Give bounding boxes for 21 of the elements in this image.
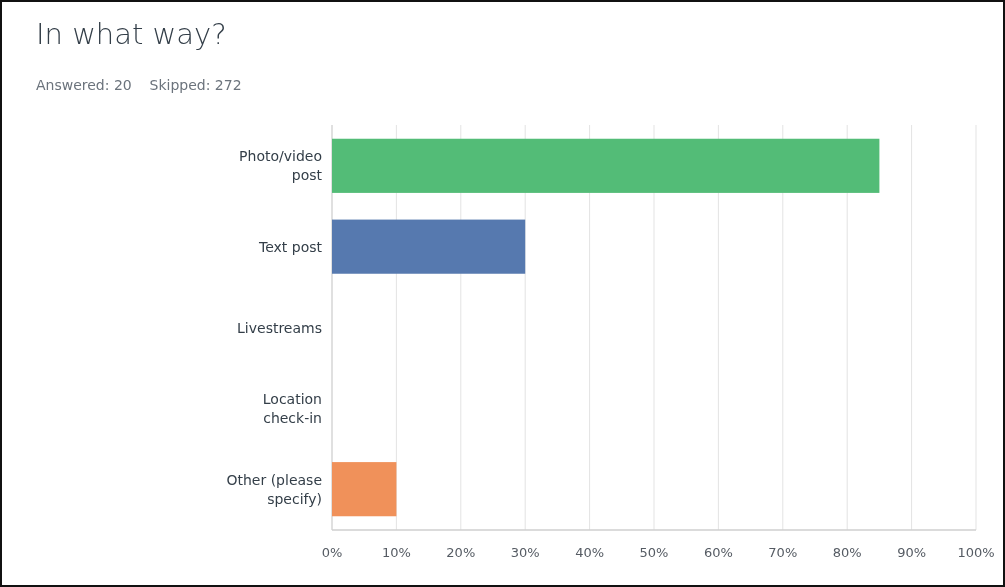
x-tick-label: 80% — [832, 545, 862, 560]
y-tick-label: Location check-in — [262, 390, 322, 426]
x-tick-label: 0% — [321, 545, 343, 560]
chart-title: In what way? — [36, 17, 227, 51]
x-tick-label: 50% — [639, 545, 669, 560]
y-tick-label: Text post — [258, 238, 323, 255]
y-tick-label: Other (please specify) — [226, 471, 322, 507]
x-tick-label: 10% — [381, 545, 411, 560]
y-tick-label: Photo/video post — [239, 148, 323, 184]
x-tick-label: 30% — [510, 545, 540, 560]
text: Answered: 20 Skipped: 272 — [36, 77, 242, 93]
x-tick-label: 40% — [575, 545, 605, 560]
x-tick-label: 90% — [897, 545, 927, 560]
bar — [332, 219, 526, 274]
x-tick-label: 20% — [446, 545, 476, 560]
x-tick-label: 70% — [768, 545, 798, 560]
bar — [332, 462, 397, 517]
bar — [332, 138, 880, 193]
y-tick-label: Livestreams — [237, 319, 322, 336]
x-tick-label: 100% — [957, 545, 995, 560]
x-tick-label: 60% — [703, 545, 733, 560]
